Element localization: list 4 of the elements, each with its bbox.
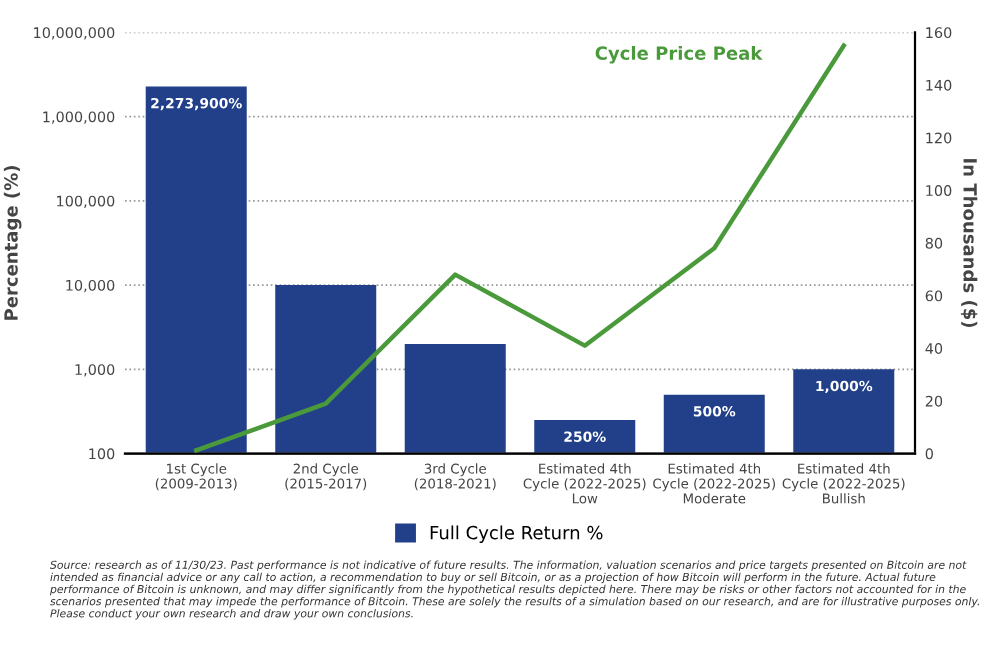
y2-axis-title: In Thousands ($) [960, 159, 978, 327]
legend-label: Full Cycle Return % [430, 525, 603, 543]
y-axis-title: Percentage (%) [3, 166, 22, 320]
text: Cycle Price Peak [595, 45, 763, 64]
